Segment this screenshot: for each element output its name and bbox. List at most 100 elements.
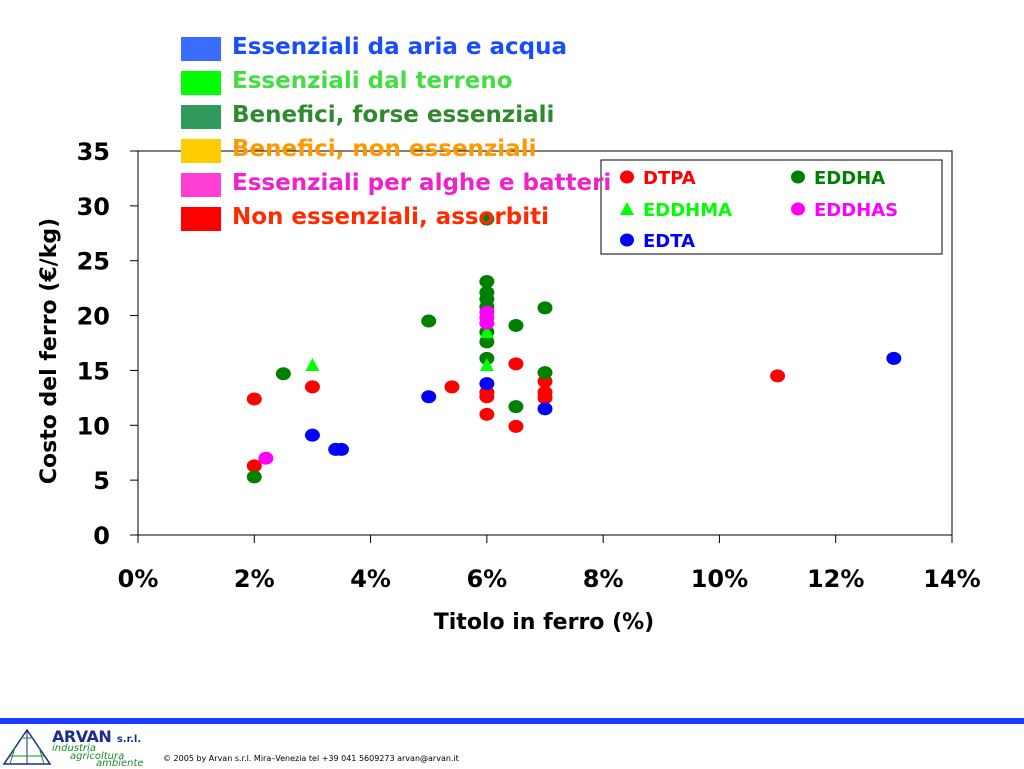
legend-marker [620, 233, 634, 247]
chart: 0% 2% 4% 6% 8% 10% 12% 14% 0 5 10 15 20 25 30 35 Titolo… [37, 34, 981, 635]
category-legend: Essenziali da aria e acqua Essenziali dal… [181, 34, 611, 231]
x-tick-label: 2% [234, 565, 275, 593]
category-label: Essenziali dal terreno [232, 68, 513, 94]
category-legend-item: Essenziali per alghe e batteri [181, 170, 611, 197]
data-point-eddha [246, 470, 262, 484]
legend-label: EDTA [643, 231, 695, 252]
data-point-edta [304, 428, 320, 442]
data-point-dtpa [508, 419, 524, 433]
footer-bar [0, 718, 1024, 724]
x-axis-title: Titolo in ferro (%) [434, 610, 654, 635]
tagline-agricoltura: agricoltura [70, 751, 125, 762]
x-tick-label: 0% [118, 565, 159, 593]
legend-entry-dtpa: DTPA [620, 168, 696, 189]
legend-label: DTPA [643, 168, 696, 189]
series-edta [304, 351, 902, 456]
category-swatch [181, 139, 221, 163]
y-tick-label: 10 [77, 412, 110, 440]
x-tick-label: 10% [691, 565, 748, 593]
x-tick-label: 4% [350, 565, 391, 593]
category-label: Benefici, forse essenziali [232, 102, 554, 128]
y-axis-title: Costo del ferro (€/kg) [37, 218, 62, 484]
data-point-edta [421, 390, 437, 404]
tick-labels: 0% 2% 4% 6% 8% 10% 12% 14% 0 5 10 15 20 25 30 35 [77, 138, 981, 593]
category-legend-item: Benefici, forse essenziali [181, 102, 554, 129]
x-tick-label: 6% [466, 565, 507, 593]
category-swatch [181, 71, 221, 95]
y-tick-label: 15 [77, 357, 110, 385]
axes [130, 150, 953, 543]
data-point-dtpa [537, 391, 553, 405]
brand-name: ARVAN [52, 727, 112, 746]
category-swatch [181, 105, 221, 129]
data-point-eddhma [479, 357, 494, 371]
series-legend-box [600, 159, 943, 255]
data-point-eddha [537, 301, 553, 315]
legend-marker [620, 170, 634, 184]
data-point-eddha [479, 212, 495, 226]
category-legend-item: Essenziali da aria e acqua [181, 34, 567, 61]
category-label: Essenziali da aria e acqua [232, 34, 567, 60]
data-point-eddhma [479, 325, 494, 339]
data-point-edta [886, 351, 902, 365]
legend-marker [791, 170, 805, 184]
legend-entry-edta: EDTA [620, 231, 695, 252]
x-tick-label: 14% [923, 565, 980, 593]
data-point-dtpa [479, 407, 495, 421]
legend-label: EDDHAS [814, 200, 898, 221]
tagline-ambiente: ambiente [96, 758, 144, 769]
y-tick-label: 5 [93, 467, 110, 495]
y-tick-label: 20 [77, 303, 110, 331]
category-swatch [181, 37, 221, 61]
data-point-eddhas [258, 451, 274, 465]
series-eddhma [305, 325, 494, 371]
data-point-dtpa [508, 357, 524, 371]
data-point-eddha [421, 314, 437, 328]
y-tick-label: 25 [77, 248, 110, 276]
legend-entry-eddhas: EDDHAS [791, 200, 898, 221]
data-point-dtpa [246, 459, 262, 473]
category-legend-item: Non essenziali, assorbiti [181, 204, 549, 231]
x-tick-label: 8% [583, 565, 624, 593]
category-legend-item: Benefici, non essenziali [181, 136, 536, 163]
brand-suffix: s.r.l. [116, 734, 142, 745]
footer: ARVAN s.r.l. industria agricoltura ambie… [0, 718, 1024, 769]
legend-entry-eddha: EDDHA [791, 168, 885, 189]
data-point-dtpa [770, 369, 786, 383]
legend-entry-eddhma: EDDHMA [620, 200, 732, 221]
data-point-eddha [508, 318, 524, 332]
data-point-dtpa [246, 392, 262, 406]
data-points [246, 212, 902, 484]
category-label: Benefici, non essenziali [232, 136, 536, 162]
series-legend: DTPA EDDHA EDDHMA EDDHAS EDTA [600, 159, 943, 255]
data-point-edta [537, 402, 553, 416]
legend-marker [791, 202, 805, 216]
data-point-edta [479, 377, 495, 391]
y-tick-label: 0 [93, 522, 110, 550]
legend-marker [620, 202, 634, 215]
category-swatch [181, 207, 221, 231]
series-eddha [246, 212, 553, 484]
data-point-eddhas [479, 316, 495, 330]
data-point-edta [334, 442, 349, 456]
legend-label: EDDHA [814, 168, 885, 189]
data-point-eddha [479, 275, 495, 289]
series-dtpa [246, 357, 786, 473]
category-label: Essenziali per alghe e batteri [232, 170, 611, 196]
legend-label: EDDHMA [643, 200, 732, 221]
data-point-eddha [479, 335, 495, 349]
brand: ARVAN s.r.l. [52, 727, 141, 746]
series-eddhas [258, 305, 495, 465]
category-swatch [181, 173, 221, 197]
category-label: Non essenziali, assorbiti [232, 204, 549, 230]
data-point-eddha [275, 367, 291, 381]
data-point-eddha [537, 366, 553, 380]
data-point-dtpa [444, 380, 460, 394]
data-point-eddha [508, 400, 524, 414]
data-point-dtpa [304, 380, 320, 394]
y-tick-label: 30 [77, 193, 110, 221]
copyright-text: © 2005 by Arvan s.r.l. Mira–Venezia tel … [163, 754, 459, 763]
arvan-logo-icon [2, 728, 52, 765]
data-point-eddhma [305, 357, 320, 371]
plot-area-frame [137, 150, 953, 536]
